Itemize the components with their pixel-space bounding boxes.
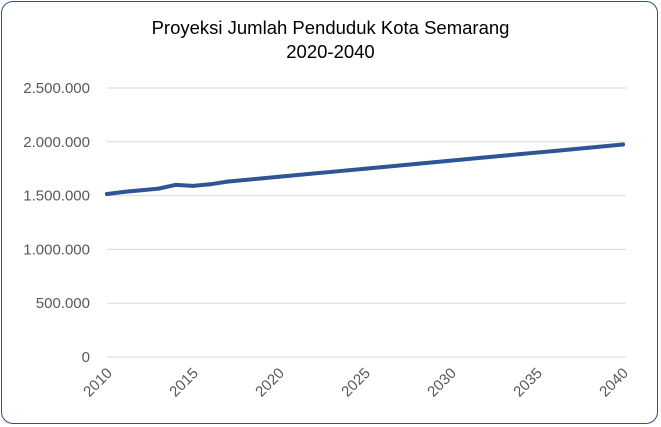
data-point	[122, 189, 127, 194]
x-tick-label: 2010	[80, 365, 116, 401]
data-point	[259, 176, 264, 181]
data-point	[242, 177, 247, 182]
y-axis-tick-labels: 0 500.000 1.000.000 1.500.000 2.000.000 2.500…	[23, 80, 90, 366]
data-point	[466, 157, 471, 162]
chart-title: Proyeksi Jumlah Penduduk Kota Semarang 2…	[0, 16, 661, 64]
data-point	[586, 145, 591, 150]
y-tick-label: 2.000.000	[23, 134, 90, 151]
data-point	[345, 168, 350, 173]
data-point	[156, 186, 161, 191]
y-tick-label: 1.000.000	[23, 241, 90, 258]
data-point	[277, 174, 281, 179]
data-point	[397, 163, 402, 168]
data-point	[431, 160, 436, 165]
y-tick-label: 2.500.000	[23, 80, 90, 97]
x-axis-tick-labels: 2010 2015 2020 2025 2030 2035 2040	[80, 365, 632, 401]
x-tick-label: 2025	[338, 365, 374, 401]
data-point	[483, 155, 488, 160]
data-point	[552, 148, 557, 153]
data-point	[500, 153, 505, 158]
chart-title-line-1: Proyeksi Jumlah Penduduk Kota Semarang	[151, 17, 510, 38]
data-point	[328, 169, 333, 174]
data-point	[449, 158, 453, 163]
x-tick-label: 2015	[166, 365, 202, 401]
data-point	[603, 144, 608, 149]
data-point	[621, 142, 625, 147]
data-point	[208, 182, 213, 187]
chart-title-line-2: 2020-2040	[286, 41, 375, 62]
data-point	[191, 183, 195, 188]
x-tick-label: 2030	[424, 365, 460, 401]
data-point	[414, 161, 419, 166]
y-tick-label: 500.000	[36, 295, 90, 312]
data-point	[363, 166, 367, 171]
data-point	[535, 150, 539, 155]
x-tick-label: 2040	[596, 365, 632, 401]
y-tick-label: 0	[82, 349, 90, 366]
y-tick-label: 1.500.000	[23, 188, 90, 205]
x-tick-label: 2020	[252, 365, 288, 401]
data-point	[225, 179, 230, 184]
data-point	[569, 147, 574, 152]
x-tick-label: 2035	[510, 365, 546, 401]
data-point	[311, 171, 316, 176]
data-point	[139, 188, 144, 193]
data-point	[105, 191, 109, 196]
data-point	[173, 182, 178, 187]
gridlines	[107, 87, 626, 358]
series-layer	[105, 142, 625, 196]
data-point	[380, 165, 385, 170]
data-point	[294, 173, 299, 178]
data-point	[517, 152, 522, 157]
